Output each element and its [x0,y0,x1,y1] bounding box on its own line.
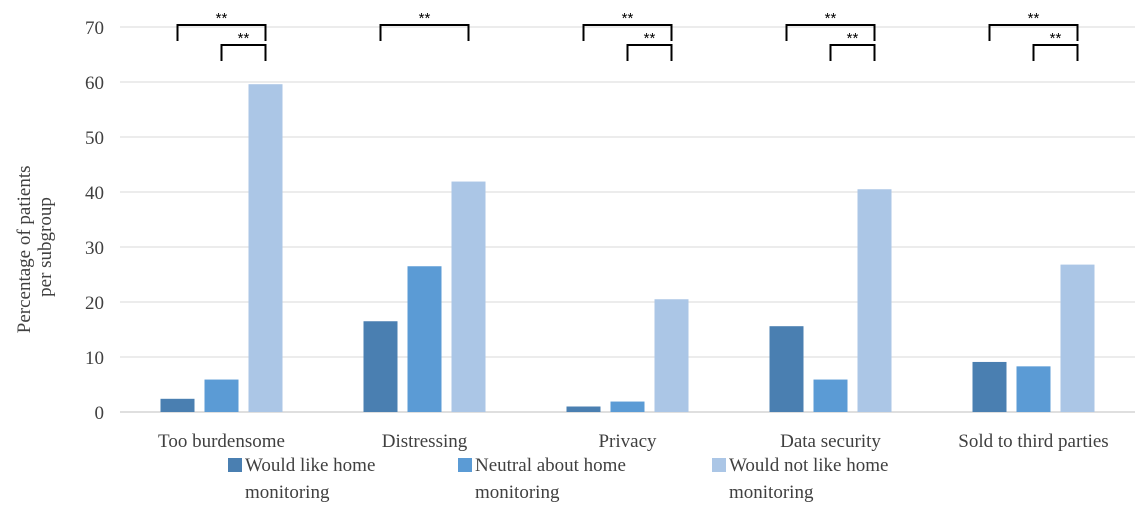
gridlines [120,26,1135,413]
y-tick-label: 30 [85,238,104,259]
y-axis-label: Percentage of patients per subgroup [14,161,56,334]
x-tick-label: Distressing [382,431,468,452]
bar [857,189,892,412]
bar [1060,264,1095,412]
y-tick-label: 0 [95,403,105,424]
x-tick-label: Too burdensome [158,431,285,452]
x-tick-label: Sold to third parties [958,431,1108,452]
bars [160,84,1095,412]
legend-label-neutral-line-2: monitoring [475,482,560,503]
bar [407,266,442,412]
significance-bracket [220,44,267,61]
significance-bracket [988,24,1079,41]
bar [248,84,283,412]
x-tick-label: Privacy [598,431,657,452]
significance-label: ** [419,10,431,27]
legend-label-neutral: Neutral about home monitoring [475,452,626,506]
legend-swatch-neutral [458,458,472,472]
significance-label: ** [622,10,634,27]
legend-label-neutral-line-1: Neutral about home [475,455,626,476]
legend-label-would-like: Would like home monitoring [245,452,375,506]
y-tick-label: 70 [85,18,104,39]
significance-label: ** [1028,10,1040,27]
bar [972,361,1007,412]
legend-label-would-not-like: Would not like home monitoring [729,452,888,506]
bar [204,379,239,412]
legend: Would like home monitoring Neutral about… [0,452,1135,532]
significance-label: ** [216,10,228,27]
bar [813,379,848,412]
significance-bracket [1032,44,1079,61]
y-tick-label: 40 [85,183,104,204]
legend-label-would-not-like-line-2: monitoring [729,482,814,503]
significance-label: ** [238,30,250,47]
significance-bracket [626,44,673,61]
bar [654,299,689,412]
significance-bracket [176,24,267,41]
significance-bracket [785,24,876,41]
x-tick-label: Data security [780,431,881,452]
legend-label-would-like-line-2: monitoring [245,482,330,503]
significance-bracket [379,24,470,41]
significance-label: ** [1050,30,1062,47]
legend-item-neutral: Neutral about home monitoring [458,452,626,506]
y-tick-label: 60 [85,73,104,94]
bar [566,406,601,412]
significance-label: ** [644,30,656,47]
significance-label: ** [825,10,837,27]
legend-swatch-would-like [228,458,242,472]
y-tick-label: 10 [85,348,104,369]
significance-label: ** [847,30,859,47]
legend-label-would-like-line-1: Would like home [245,455,376,476]
legend-label-would-not-like-line-1: Would not like home [729,455,889,476]
bar [160,398,195,412]
bar [769,326,804,412]
y-axis-ticks: 0 10 20 30 40 50 60 70 [85,18,104,424]
bar [1016,366,1051,412]
significance-bracket [829,44,876,61]
significance-brackets: ** ** ** ** ** ** ** ** ** [176,10,1079,61]
legend-item-would-not-like: Would not like home monitoring [712,452,888,506]
bar [610,401,645,412]
y-axis-label-line-2: per subgroup [35,197,56,297]
y-axis-label-line-1: Percentage of patients [14,165,35,333]
bar [451,181,486,412]
significance-bracket [582,24,673,41]
bar [363,321,398,412]
legend-swatch-would-not-like [712,458,726,472]
y-tick-label: 20 [85,293,104,314]
legend-item-would-like: Would like home monitoring [228,452,375,506]
x-axis-labels: Too burdensome Distressing Privacy Data sec… [158,431,1109,452]
y-tick-label: 50 [85,128,104,149]
